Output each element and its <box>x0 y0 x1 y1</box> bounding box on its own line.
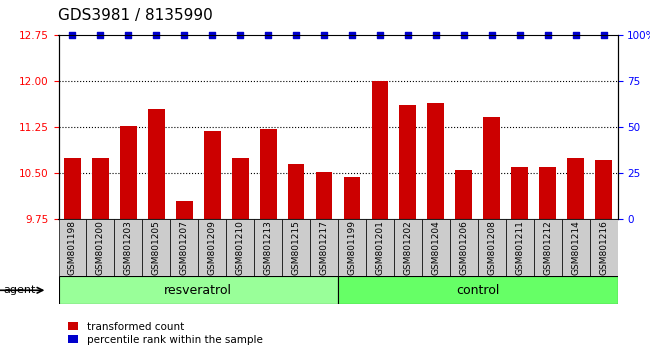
Text: GDS3981 / 8135990: GDS3981 / 8135990 <box>58 8 213 23</box>
FancyBboxPatch shape <box>422 219 450 276</box>
FancyBboxPatch shape <box>366 219 394 276</box>
Text: GSM801214: GSM801214 <box>571 221 580 275</box>
Text: GSM801212: GSM801212 <box>543 221 552 275</box>
Text: GSM801201: GSM801201 <box>376 220 384 275</box>
Bar <box>400 105 416 219</box>
Legend: transformed count, percentile rank within the sample: transformed count, percentile rank withi… <box>64 317 266 349</box>
Bar <box>288 164 304 219</box>
FancyBboxPatch shape <box>562 219 590 276</box>
FancyBboxPatch shape <box>506 219 534 276</box>
Point <box>375 33 385 38</box>
Point <box>291 33 302 38</box>
Bar <box>484 117 500 219</box>
Point <box>571 33 581 38</box>
FancyBboxPatch shape <box>114 219 142 276</box>
FancyBboxPatch shape <box>58 219 86 276</box>
Bar <box>456 170 472 219</box>
Point <box>402 33 413 38</box>
Point <box>263 33 273 38</box>
Point <box>431 33 441 38</box>
Text: GSM801198: GSM801198 <box>68 220 77 275</box>
Text: GSM801205: GSM801205 <box>152 220 161 275</box>
Text: GSM801202: GSM801202 <box>404 221 412 275</box>
Point <box>459 33 469 38</box>
FancyBboxPatch shape <box>282 219 310 276</box>
Bar <box>540 167 556 219</box>
Text: GSM801204: GSM801204 <box>432 221 440 275</box>
FancyBboxPatch shape <box>58 276 338 304</box>
Text: GSM801199: GSM801199 <box>348 220 356 275</box>
Point <box>347 33 358 38</box>
Bar <box>120 126 136 219</box>
Bar <box>260 129 276 219</box>
FancyBboxPatch shape <box>478 219 506 276</box>
FancyBboxPatch shape <box>170 219 198 276</box>
Text: resveratrol: resveratrol <box>164 284 232 297</box>
Point <box>542 33 552 38</box>
Text: GSM801211: GSM801211 <box>515 220 524 275</box>
Text: GSM801216: GSM801216 <box>599 220 608 275</box>
Text: GSM801209: GSM801209 <box>208 220 216 275</box>
Bar <box>567 158 584 219</box>
Text: GSM801215: GSM801215 <box>292 220 300 275</box>
Bar <box>64 158 81 219</box>
Text: GSM801217: GSM801217 <box>320 220 328 275</box>
FancyBboxPatch shape <box>198 219 226 276</box>
FancyBboxPatch shape <box>226 219 254 276</box>
Bar <box>344 177 360 219</box>
FancyBboxPatch shape <box>86 219 114 276</box>
Bar <box>92 158 109 219</box>
Text: agent: agent <box>3 285 36 295</box>
Bar <box>595 160 612 219</box>
Bar <box>148 109 164 219</box>
Text: GSM801207: GSM801207 <box>180 220 188 275</box>
Bar <box>372 81 388 219</box>
Text: GSM801206: GSM801206 <box>460 220 468 275</box>
FancyBboxPatch shape <box>338 219 366 276</box>
Text: control: control <box>456 284 499 297</box>
Point <box>318 33 329 38</box>
Text: GSM801210: GSM801210 <box>236 220 244 275</box>
Point <box>67 33 78 38</box>
Point <box>599 33 609 38</box>
Point <box>515 33 525 38</box>
Point <box>207 33 217 38</box>
Bar <box>316 172 332 219</box>
FancyBboxPatch shape <box>142 219 170 276</box>
Point <box>151 33 161 38</box>
FancyBboxPatch shape <box>338 276 618 304</box>
FancyBboxPatch shape <box>394 219 422 276</box>
Text: GSM801213: GSM801213 <box>264 220 272 275</box>
Bar <box>232 158 248 219</box>
Point <box>235 33 246 38</box>
Point <box>486 33 497 38</box>
Text: GSM801208: GSM801208 <box>488 220 496 275</box>
Point <box>124 33 134 38</box>
Bar <box>512 167 528 219</box>
FancyBboxPatch shape <box>450 219 478 276</box>
FancyBboxPatch shape <box>254 219 282 276</box>
Text: GSM801203: GSM801203 <box>124 220 133 275</box>
FancyBboxPatch shape <box>310 219 338 276</box>
Bar <box>428 103 444 219</box>
FancyBboxPatch shape <box>534 219 562 276</box>
Bar <box>204 131 220 219</box>
Point <box>179 33 190 38</box>
Bar <box>176 201 192 219</box>
Text: GSM801200: GSM801200 <box>96 220 105 275</box>
Point <box>95 33 105 38</box>
FancyBboxPatch shape <box>590 219 618 276</box>
